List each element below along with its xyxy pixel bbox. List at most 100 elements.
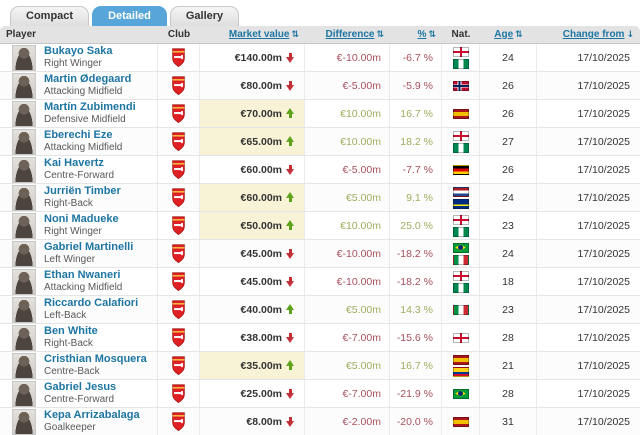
column-header-market-value: Market value ⇅ — [200, 26, 305, 43]
difference-value: €10.00m — [340, 107, 381, 120]
sort-age[interactable]: Age — [494, 29, 514, 40]
difference-value: €5.00m — [345, 303, 381, 316]
player-name-link[interactable]: Kai Havertz — [44, 157, 104, 170]
tab-detailed[interactable]: Detailed — [92, 6, 167, 26]
flag-stack — [452, 130, 469, 153]
player-photo[interactable] — [12, 212, 36, 239]
arsenal-crest-icon[interactable] — [171, 412, 186, 431]
arsenal-crest-icon[interactable] — [171, 160, 186, 179]
sort-down-icon[interactable]: ↓ — [626, 29, 634, 40]
sort-percent[interactable]: % — [417, 29, 427, 40]
club-cell — [158, 324, 200, 351]
arsenal-crest-icon[interactable] — [171, 356, 186, 375]
player-photo[interactable] — [12, 156, 36, 183]
age-value: 26 — [502, 107, 514, 120]
player-name-link[interactable]: Riccardo Calafiori — [44, 297, 139, 310]
player-photo[interactable] — [12, 128, 36, 155]
percent-cell: -7.7 % — [390, 156, 442, 183]
age-cell: 18 — [480, 268, 537, 295]
flag-stack — [452, 304, 469, 315]
player-cell: Jurriën Timber Right-Back — [0, 184, 158, 211]
market-value-cell: €25.00m — [200, 380, 305, 407]
player-position: Centre-Forward — [44, 170, 115, 182]
arsenal-crest-icon[interactable] — [171, 300, 186, 319]
club-cell — [158, 408, 200, 435]
arsenal-crest-icon[interactable] — [171, 328, 186, 347]
player-name-link[interactable]: Ben White — [44, 325, 98, 338]
age-cell: 28 — [480, 380, 537, 407]
sort-both-icon[interactable]: ⇅ — [428, 29, 436, 40]
market-value: €140.00m — [234, 51, 282, 64]
difference-value: €-5.00m — [342, 163, 381, 176]
player-photo[interactable] — [12, 324, 36, 351]
player-name-link[interactable]: Bukayo Saka — [44, 45, 113, 58]
sort-both-icon[interactable]: ⇅ — [515, 29, 523, 40]
arsenal-crest-icon[interactable] — [171, 272, 186, 291]
tab-gallery[interactable]: Gallery — [169, 6, 240, 26]
player-name-link[interactable]: Jurriën Timber — [44, 185, 121, 198]
player-cell: Bukayo Saka Right Winger — [0, 44, 158, 71]
arsenal-crest-icon[interactable] — [171, 384, 186, 403]
player-name-link[interactable]: Martín Zubimendi — [44, 101, 136, 114]
player-photo[interactable] — [12, 72, 36, 99]
arsenal-crest-icon[interactable] — [171, 216, 186, 235]
player-photo[interactable] — [12, 352, 36, 379]
player-cell: Kai Havertz Centre-Forward — [0, 156, 158, 183]
arsenal-crest-icon[interactable] — [171, 104, 186, 123]
table-row: Cristhian Mosquera Centre-Back €35.00m €… — [0, 352, 640, 380]
flag-england-icon — [452, 130, 469, 141]
change-from-cell: 17/10/2025 — [537, 408, 640, 435]
player-name-link[interactable]: Gabriel Jesus — [44, 381, 117, 394]
player-position: Right Winger — [44, 226, 102, 238]
flag-stack — [452, 108, 469, 119]
nationality-cell — [442, 44, 480, 71]
player-name-link[interactable]: Gabriel Martinelli — [44, 241, 134, 254]
table-header: Player Club Market value ⇅ Difference ⇅ … — [0, 26, 640, 44]
age-value: 24 — [502, 51, 514, 64]
club-cell — [158, 212, 200, 239]
percent-cell: -21.9 % — [390, 380, 442, 407]
column-header-change-from: Change from ↓ — [537, 26, 640, 43]
market-value-cell: €35.00m — [200, 352, 305, 379]
difference-cell: €-5.00m — [305, 156, 390, 183]
arsenal-crest-icon[interactable] — [171, 76, 186, 95]
tab-compact[interactable]: Compact — [10, 6, 90, 26]
sort-both-icon[interactable]: ⇅ — [376, 29, 384, 40]
player-photo[interactable] — [12, 44, 36, 71]
player-photo[interactable] — [12, 184, 36, 211]
change-from-date: 17/10/2025 — [577, 387, 630, 400]
sort-both-icon[interactable]: ⇅ — [291, 29, 299, 40]
market-value: €65.00m — [240, 135, 282, 148]
player-photo[interactable] — [12, 296, 36, 323]
player-photo[interactable] — [12, 100, 36, 127]
change-from-cell: 17/10/2025 — [537, 44, 640, 71]
arsenal-crest-icon[interactable] — [171, 244, 186, 263]
player-name-link[interactable]: Noni Madueke — [44, 213, 119, 226]
percent-value: 25.0 % — [400, 219, 433, 232]
player-photo[interactable] — [12, 380, 36, 407]
percent-value: -20.0 % — [396, 415, 433, 428]
player-photo[interactable] — [12, 268, 36, 295]
sort-difference[interactable]: Difference — [325, 29, 375, 40]
sort-market-value[interactable]: Market value — [228, 29, 290, 40]
player-name-link[interactable]: Cristhian Mosquera — [44, 353, 147, 366]
player-photo[interactable] — [12, 240, 36, 267]
player-photo[interactable] — [12, 408, 36, 435]
trend-arrow-icon — [286, 332, 295, 343]
arsenal-crest-icon[interactable] — [171, 132, 186, 151]
market-value-cell: €140.00m — [200, 44, 305, 71]
market-value: €45.00m — [240, 247, 282, 260]
age-cell: 24 — [480, 44, 537, 71]
arsenal-crest-icon[interactable] — [171, 48, 186, 67]
percent-cell: -6.7 % — [390, 44, 442, 71]
percent-cell: -5.9 % — [390, 72, 442, 99]
sort-change-from[interactable]: Change from — [562, 29, 625, 40]
player-name-link[interactable]: Eberechi Eze — [44, 129, 113, 142]
player-name-link[interactable]: Martin Ødegaard — [44, 73, 132, 86]
player-name-link[interactable]: Kepa Arrizabalaga — [44, 409, 140, 422]
arsenal-crest-icon[interactable] — [171, 188, 186, 207]
age-cell: 31 — [480, 408, 537, 435]
table-row: Martin Ødegaard Attacking Midfield €80.0… — [0, 72, 640, 100]
player-name-link[interactable]: Ethan Nwaneri — [44, 269, 121, 282]
age-value: 21 — [502, 359, 514, 372]
